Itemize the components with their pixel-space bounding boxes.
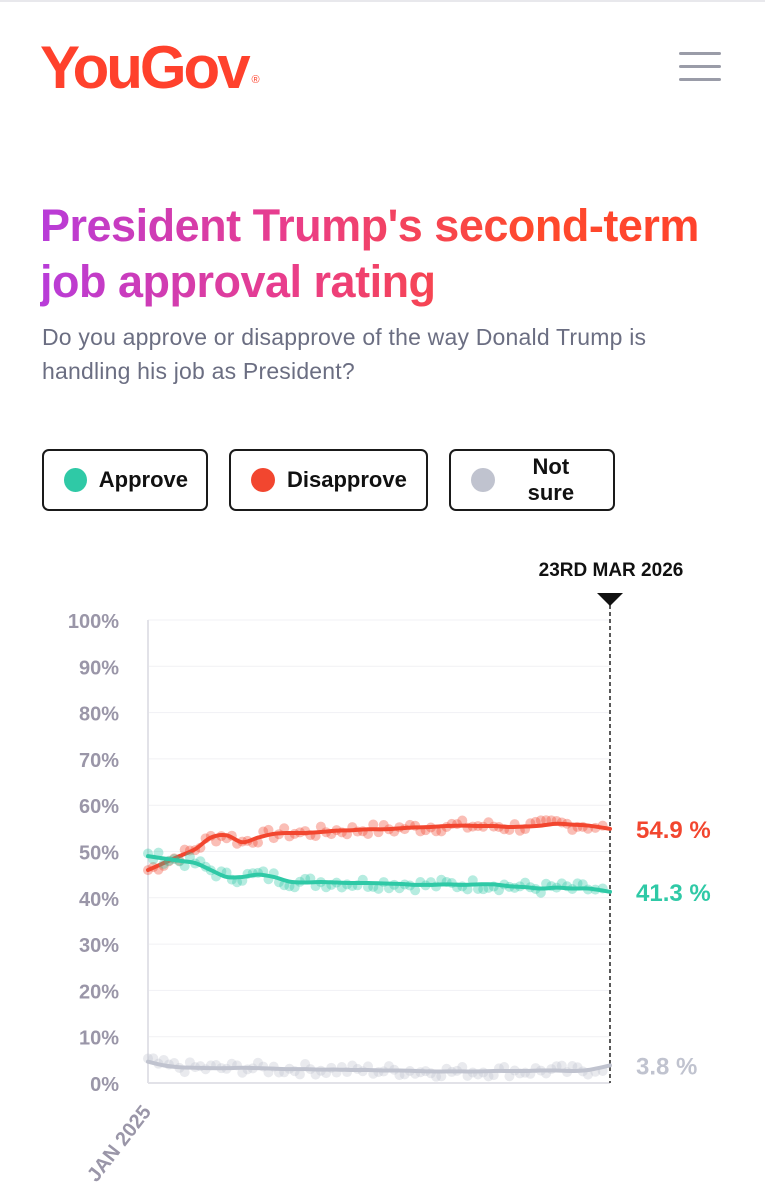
trend-line: [146, 854, 612, 894]
poll-dot: [394, 1070, 405, 1081]
y-tick-label: 60%: [79, 796, 119, 818]
poll-dot: [457, 815, 468, 826]
poll-dot: [158, 1054, 169, 1065]
y-tick-label: 80%: [79, 704, 119, 726]
poll-dot: [232, 877, 243, 888]
approve-dot-icon: [64, 468, 87, 492]
end-value-label: 54.9 %: [636, 817, 711, 844]
poll-dot: [237, 1067, 248, 1078]
poll-dot: [373, 883, 384, 894]
poll-dot: [300, 1059, 311, 1070]
poll-dot: [158, 858, 169, 869]
approval-chart: 0% 10% 20% 30% 40% 50% 60% 70% 80% 90% 100% 23RD M…: [68, 560, 711, 1187]
series-layer: [143, 815, 612, 1082]
legend-not-sure-label: Not sure: [527, 454, 575, 505]
poll-dot: [184, 851, 195, 862]
poll-dot: [436, 826, 447, 837]
y-tick-label: 90%: [79, 657, 119, 679]
grid-layer: [148, 619, 610, 1038]
date-marker-label: 23RD MAR 2026: [539, 560, 684, 581]
poll-dot: [321, 882, 332, 893]
poll-dot: [462, 884, 473, 895]
logo-text: YouGov: [40, 34, 251, 101]
survey-question: Do you approve or disapprove of the way …: [42, 324, 647, 384]
poll-dot: [473, 884, 483, 895]
poll-dot: [493, 885, 504, 896]
poll-dot: [184, 1057, 195, 1068]
poll-dot: [368, 819, 379, 830]
yougov-logo[interactable]: YouGov ®: [40, 30, 260, 106]
trend-line: [146, 1059, 612, 1074]
series-disapprove: [143, 815, 612, 876]
poll-dot: [253, 1057, 263, 1068]
poll-dot: [294, 1069, 305, 1080]
end-label-layer: 54.9 % 41.3 % 3.8 %: [636, 817, 711, 1081]
poll-dot: [572, 878, 583, 889]
poll-dot: [431, 1071, 442, 1082]
poll-dot: [315, 821, 326, 832]
end-value-label: 3.8 %: [636, 1053, 697, 1080]
legend-approve-label: Approve: [98, 467, 188, 492]
date-marker-arrow-icon: [597, 593, 623, 606]
axis-layer: 0% 10% 20% 30% 40% 50% 60% 70% 80% 90% 100%: [68, 611, 610, 1096]
poll-dot: [483, 1071, 494, 1082]
poll-dot: [556, 1060, 567, 1071]
y-tick-label: 0%: [90, 1074, 119, 1096]
y-tick-label: 30%: [79, 935, 119, 957]
poll-dot: [410, 885, 421, 896]
poll-dot: [211, 836, 222, 847]
poll-dot: [436, 874, 447, 885]
poll-dot: [567, 824, 578, 835]
y-tick-label: 70%: [79, 750, 119, 772]
y-tick-label: 50%: [79, 843, 119, 865]
page-title: President Trump's second-term job approv…: [40, 198, 740, 310]
poll-dot: [436, 1071, 447, 1082]
poll-dot: [179, 1067, 190, 1078]
poll-dot: [336, 882, 347, 893]
poll-dot: [535, 815, 546, 826]
legend-not-sure-button[interactable]: Not sure: [449, 449, 615, 511]
disapprove-dot-icon: [251, 468, 275, 492]
poll-dot: [504, 1071, 515, 1082]
not-sure-dot-icon: [471, 468, 495, 492]
hamburger-menu-icon[interactable]: [679, 52, 721, 90]
series-not-sure: [143, 1053, 612, 1082]
poll-dot: [310, 1069, 321, 1080]
y-tick-label: 40%: [79, 889, 119, 911]
poll-dot: [478, 884, 489, 895]
legend-approve-button[interactable]: Approve: [42, 449, 208, 511]
poll-dot: [279, 823, 290, 834]
top-divider: [0, 0, 765, 2]
poll-dot: [289, 882, 300, 893]
y-tick-label: 20%: [79, 981, 119, 1003]
end-value-label: 41.3 %: [636, 880, 711, 907]
poll-dot: [567, 1061, 578, 1072]
legend-disapprove-button[interactable]: Disapprove: [229, 449, 428, 511]
registered-mark: ®: [251, 74, 260, 86]
y-tick-label: 100%: [68, 611, 119, 633]
poll-dot: [153, 847, 164, 858]
x-axis-start-label: JAN 2025: [83, 1102, 156, 1187]
poll-dot: [363, 828, 373, 839]
legend-disapprove-label: Disapprove: [287, 467, 407, 492]
trend-line: [146, 821, 612, 873]
y-tick-label: 10%: [79, 1028, 119, 1050]
series-approve: [143, 847, 612, 898]
poll-dot: [383, 883, 394, 894]
